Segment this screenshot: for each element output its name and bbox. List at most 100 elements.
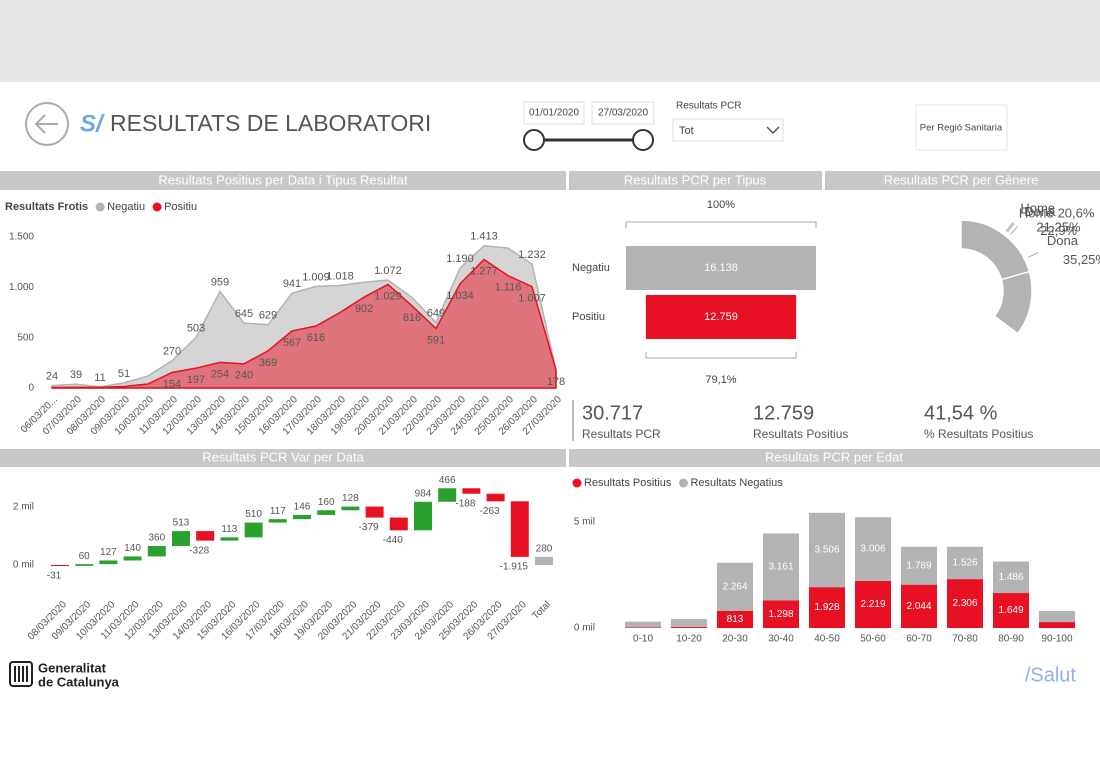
waterfall-bar xyxy=(172,531,190,546)
x-tick-label: 60-70 xyxy=(906,634,932,645)
x-tick-label: 90-100 xyxy=(1041,634,1073,645)
data-label: 1.072 xyxy=(374,265,402,277)
data-label: 629 xyxy=(259,310,277,322)
slice-label: Dona 22,9% xyxy=(1024,204,1077,238)
data-label: 60 xyxy=(79,551,91,562)
legend-label: Resultats Positius xyxy=(584,477,672,489)
x-tick-label: 40-50 xyxy=(814,634,840,645)
region-button[interactable] xyxy=(915,104,1008,151)
bar xyxy=(855,517,891,581)
waterfall-bar xyxy=(317,510,336,515)
data-label: 146 xyxy=(294,502,311,513)
data-label: 117 xyxy=(270,506,286,517)
slice-value: 22,9% xyxy=(1040,223,1077,238)
legend-label: Positiu xyxy=(164,201,197,213)
waterfall-bar xyxy=(75,564,94,566)
data-label: 240 xyxy=(235,370,253,382)
y-tick-label: 1.000 xyxy=(9,282,34,293)
data-label: -263 xyxy=(480,506,500,517)
kpi-value: 12.759 xyxy=(753,402,814,424)
back-button[interactable] xyxy=(25,102,69,146)
brand: /Salut xyxy=(1025,664,1077,686)
waterfall-bar xyxy=(196,531,215,541)
kpi-label: Resultats Positius xyxy=(753,427,848,441)
data-label: 2.044 xyxy=(906,601,931,612)
x-tick-label: 10-20 xyxy=(676,634,702,645)
logo-text: Generalitat xyxy=(38,660,107,675)
data-label: 984 xyxy=(415,488,432,499)
y-tick-label: 5 mil xyxy=(574,517,595,528)
data-label: 369 xyxy=(259,357,277,369)
data-label: 503 xyxy=(187,322,205,334)
waterfall-bar xyxy=(438,488,457,502)
dropdown[interactable] xyxy=(672,118,784,142)
waterfall-bar xyxy=(414,501,432,531)
waterfall-bar xyxy=(462,488,481,494)
slice-label: Dona 35,25% xyxy=(1047,234,1100,268)
data-label: 1.029 xyxy=(374,290,402,302)
data-label: 2.264 xyxy=(722,581,747,592)
donut-slice xyxy=(960,219,1031,281)
x-tick-label: 50-60 xyxy=(860,634,886,645)
data-label: -188 xyxy=(455,498,475,509)
data-label: 1.116 xyxy=(495,282,522,294)
data-label: 1.526 xyxy=(952,558,977,569)
data-label: 280 xyxy=(536,544,553,555)
data-label: 11 xyxy=(94,372,105,384)
funnel-value: 16.138 xyxy=(704,262,738,274)
data-label: 2.219 xyxy=(860,599,885,610)
data-label: 513 xyxy=(173,518,190,529)
data-label: -1.915 xyxy=(500,562,529,573)
area-series xyxy=(51,258,557,389)
data-label: 510 xyxy=(245,509,262,520)
data-label: 113 xyxy=(221,524,237,535)
percent-bracket xyxy=(645,352,797,359)
data-label: 1.928 xyxy=(814,602,839,613)
slice-category: Home xyxy=(1020,201,1055,216)
slice-category: Dona xyxy=(1047,234,1079,249)
date-slicer[interactable] xyxy=(523,101,655,151)
legend-marker xyxy=(152,202,162,212)
bar xyxy=(671,626,707,628)
x-tick-label: 0-10 xyxy=(633,634,653,645)
slice-value: 20,6% xyxy=(1058,206,1095,221)
data-label: 1.413 xyxy=(470,231,498,243)
data-label: 1.190 xyxy=(446,253,474,265)
waterfall-bar xyxy=(51,565,69,566)
data-label: 902 xyxy=(355,303,373,315)
bar xyxy=(625,621,661,628)
data-label: 178 xyxy=(547,376,565,388)
data-label: 39 xyxy=(70,369,82,381)
data-label: 591 xyxy=(427,334,445,346)
logo-icon xyxy=(9,661,33,687)
panel-title: Resultats PCR per Tipus xyxy=(624,172,767,187)
slice-value: 21,25% xyxy=(1036,220,1081,235)
slice-category: Dona xyxy=(1024,204,1056,219)
percent-bracket xyxy=(625,221,817,228)
bar xyxy=(855,580,891,628)
kpi-value: 30.717 xyxy=(582,402,643,424)
data-label: 466 xyxy=(439,475,456,486)
data-label: 1.486 xyxy=(998,572,1023,583)
bar xyxy=(763,533,799,601)
panel-title: Resultats PCR per Edat xyxy=(765,449,903,464)
kpi-label: % Resultats Positius xyxy=(924,427,1033,441)
legend-label: Negatiu xyxy=(107,201,145,213)
waterfall-bar xyxy=(244,522,263,538)
data-label: -379 xyxy=(359,522,379,533)
data-label: 813 xyxy=(727,614,744,625)
waterfall-bar xyxy=(293,514,311,520)
bar xyxy=(901,584,937,628)
bar xyxy=(717,562,753,611)
y-tick-label: 1.500 xyxy=(9,232,34,243)
bar xyxy=(1039,622,1075,628)
x-tick-label: 70-80 xyxy=(952,634,978,645)
data-label: 140 xyxy=(124,543,141,554)
leader-line xyxy=(1005,222,1014,232)
data-label: 270 xyxy=(163,346,181,358)
y-tick-label: 2 mil xyxy=(13,502,34,513)
y-tick-label: 0 mil xyxy=(574,623,595,634)
data-label: 941 xyxy=(283,278,301,290)
waterfall-bar xyxy=(220,537,239,541)
percent-label: 79,1% xyxy=(705,374,736,386)
